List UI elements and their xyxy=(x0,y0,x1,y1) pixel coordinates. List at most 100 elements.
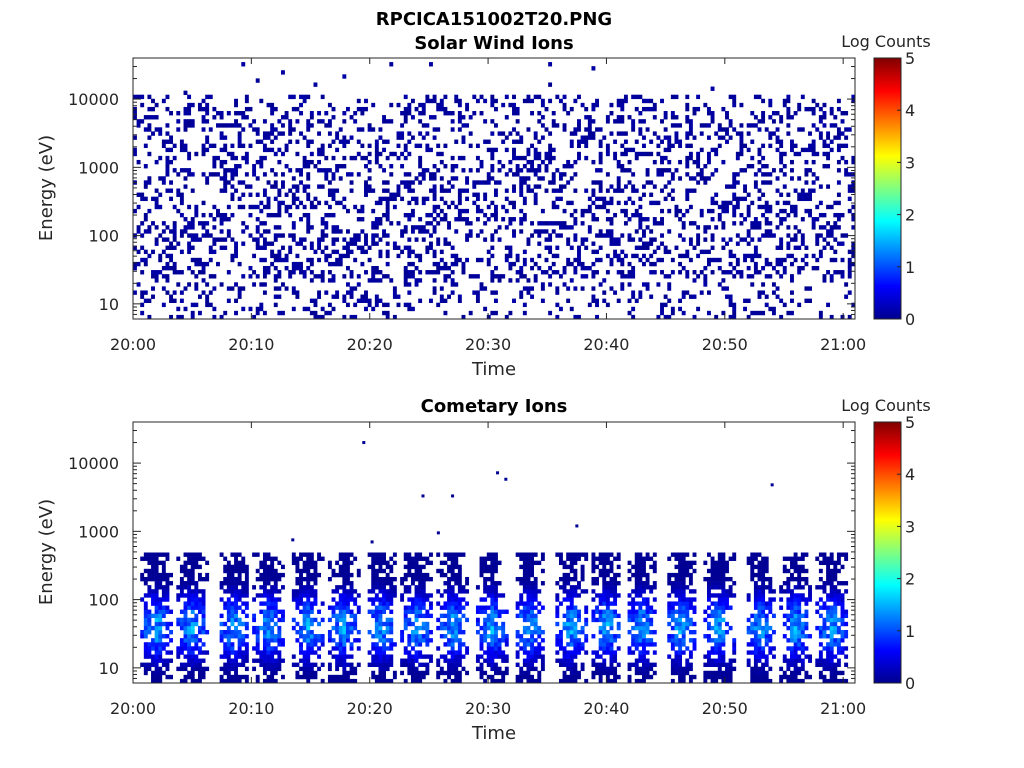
heatmap-cell xyxy=(555,168,560,173)
heatmap-cell xyxy=(338,613,343,619)
heatmap-cell xyxy=(205,560,210,566)
heatmap-cell xyxy=(266,270,271,275)
heatmap-cell xyxy=(753,184,758,189)
heatmap-cell xyxy=(335,168,340,173)
heatmap-cell xyxy=(302,650,307,655)
heatmap-cell xyxy=(418,597,423,602)
heatmap-cell xyxy=(429,605,433,610)
heatmap-cell xyxy=(512,217,516,222)
heatmap-cell xyxy=(490,290,495,295)
heatmap-cell xyxy=(241,115,246,120)
heatmap-cell xyxy=(540,176,545,181)
heatmap-cell xyxy=(219,115,224,120)
heatmap-cell xyxy=(371,241,376,246)
heatmap-cell xyxy=(667,147,672,153)
heatmap-cell xyxy=(140,662,145,667)
heatmap-cell xyxy=(219,678,224,684)
heatmap-cell xyxy=(259,576,264,582)
heatmap-cell xyxy=(775,188,780,193)
heatmap-cell xyxy=(349,593,354,598)
heatmap-cell xyxy=(486,650,491,655)
heatmap-cell xyxy=(526,662,531,667)
heatmap-cell xyxy=(685,188,690,193)
heatmap-cell xyxy=(457,629,462,635)
heatmap-cell xyxy=(443,278,448,283)
heatmap-cell xyxy=(205,221,210,226)
heatmap-cell xyxy=(753,270,758,275)
heatmap-cell xyxy=(169,658,174,663)
heatmap-cell xyxy=(403,155,408,161)
heatmap-cell xyxy=(706,176,711,181)
heatmap-cell xyxy=(324,212,329,218)
heatmap-cell xyxy=(490,564,495,570)
heatmap-cell xyxy=(291,192,296,197)
heatmap-cell xyxy=(201,221,206,226)
heatmap-cell xyxy=(540,286,545,291)
heatmap-cell xyxy=(443,217,448,222)
heatmap-cell xyxy=(309,564,314,570)
heatmap-cell xyxy=(447,609,451,614)
heatmap-cell xyxy=(418,552,423,557)
heatmap-cell xyxy=(494,597,498,602)
heatmap-cell xyxy=(836,192,841,197)
heatmap-cell xyxy=(454,253,459,259)
heatmap-cell xyxy=(620,270,625,275)
heatmap-cell xyxy=(483,650,488,655)
heatmap-cell xyxy=(425,576,430,582)
heatmap-cell xyxy=(378,568,383,574)
heatmap-cell xyxy=(746,192,751,197)
heatmap-cell xyxy=(660,155,664,161)
heatmap-cell xyxy=(494,310,498,316)
heatmap-cell xyxy=(475,621,480,627)
heatmap-cell xyxy=(548,159,553,165)
heatmap-cell xyxy=(306,306,311,312)
heatmap-cell xyxy=(161,274,166,279)
heatmap-cell xyxy=(638,127,643,132)
heatmap-cell xyxy=(739,123,744,128)
heatmap-cell xyxy=(183,654,188,659)
heatmap-cell xyxy=(360,249,365,255)
heatmap-cell xyxy=(270,658,275,663)
heatmap-cell xyxy=(306,119,311,124)
heatmap-cell xyxy=(349,678,354,684)
heatmap-cell xyxy=(371,221,376,226)
heatmap-cell xyxy=(392,314,397,320)
heatmap-cell xyxy=(378,127,383,132)
heatmap-cell xyxy=(266,666,271,672)
heatmap-cell xyxy=(147,621,152,627)
heatmap-cell xyxy=(457,658,462,663)
heatmap-cell xyxy=(252,168,257,173)
heatmap-cell xyxy=(533,168,538,173)
heatmap-cell xyxy=(291,560,296,566)
heatmap-cell xyxy=(299,111,303,116)
heatmap-cell xyxy=(161,237,166,242)
heatmap-cell xyxy=(537,560,542,566)
heatmap-cell xyxy=(385,589,390,594)
heatmap-cell xyxy=(230,572,235,578)
heatmap-cell xyxy=(262,601,267,606)
heatmap-cell xyxy=(735,270,740,275)
heatmap-cell xyxy=(371,237,376,242)
heatmap-cell xyxy=(367,302,372,308)
heatmap-cell xyxy=(429,638,433,643)
heatmap-cell xyxy=(378,625,383,631)
heatmap-cell xyxy=(743,143,747,149)
heatmap-cell xyxy=(530,601,535,606)
heatmap-cell xyxy=(400,164,405,169)
heatmap-cell xyxy=(241,192,246,197)
heatmap-cell xyxy=(562,625,567,631)
heatmap-cell xyxy=(262,155,267,161)
heatmap-cell xyxy=(414,106,419,112)
heatmap-cell xyxy=(457,581,462,586)
heatmap-cell xyxy=(223,601,228,606)
heatmap-cell xyxy=(338,261,343,267)
heatmap-cell xyxy=(569,261,574,267)
heatmap-cell xyxy=(345,634,350,639)
heatmap-cell xyxy=(284,143,289,149)
heatmap-cell xyxy=(190,621,195,627)
heatmap-cell xyxy=(436,646,441,651)
heatmap-cell xyxy=(320,634,325,639)
heatmap-cell xyxy=(342,593,347,598)
heatmap-cell xyxy=(475,605,480,610)
heatmap-cell xyxy=(551,229,556,234)
